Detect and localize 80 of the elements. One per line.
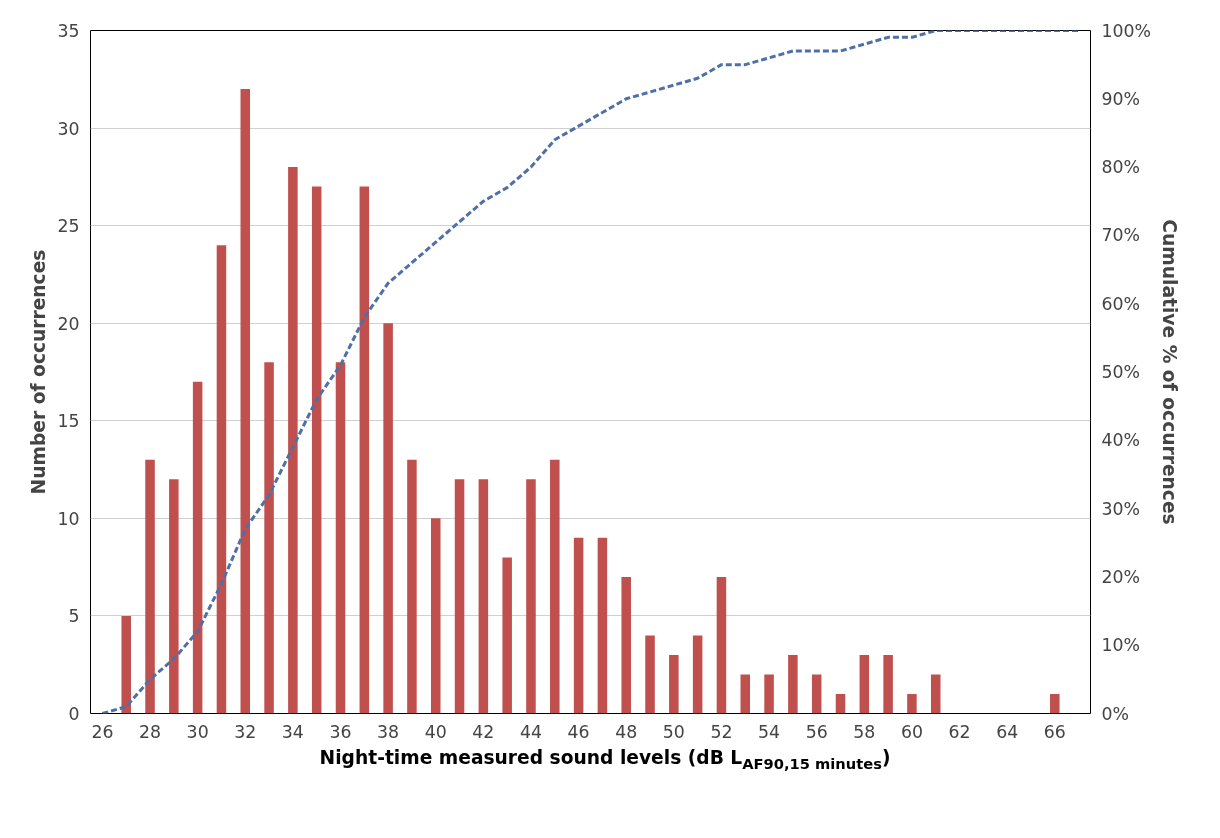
x-tick-label: 38: [377, 721, 400, 742]
x-tick-label: 52: [710, 721, 733, 742]
y-tick-label: 30: [57, 118, 80, 139]
bar: [145, 459, 155, 714]
x-tick-label: 50: [662, 721, 685, 742]
bar: [645, 635, 655, 714]
bar: [597, 537, 608, 714]
bar: [859, 654, 870, 714]
bar: [502, 557, 512, 714]
bar: [216, 245, 227, 714]
y-tick-label: 20: [57, 313, 80, 334]
x-tick-label: 56: [805, 721, 828, 742]
y2-tick-label: 20%: [1101, 566, 1141, 587]
bar: [740, 674, 751, 714]
y2-tick-label: 10%: [1101, 635, 1141, 656]
bar: [1050, 693, 1060, 714]
bar: [930, 674, 941, 714]
y-tick-label: 35: [57, 21, 80, 41]
bar: [311, 186, 322, 714]
line-series: [100, 30, 1081, 714]
bar: [573, 537, 584, 714]
bar: [811, 674, 822, 714]
y2-tick-label: 80%: [1101, 157, 1141, 178]
bar: [288, 167, 298, 714]
bar: [335, 362, 346, 714]
y2-tick-label: 70%: [1101, 225, 1141, 246]
y-tick-label: 15: [57, 411, 80, 432]
x-tick-label: 44: [519, 721, 543, 742]
y2-tick-label: 50%: [1101, 362, 1141, 382]
x-tick-label: 60: [900, 721, 923, 742]
y-tick-label: 25: [57, 216, 80, 237]
x-axis-title: Night-time measured sound levels (dB L$_{AF90,15 minutes}$): [319, 746, 891, 774]
y2-tick-label: 30%: [1101, 498, 1141, 519]
bar: [454, 479, 465, 714]
bar: [121, 615, 131, 714]
bar: [692, 635, 703, 714]
y-axis-title: Number of occurrences: [28, 249, 50, 495]
bar: [835, 693, 846, 714]
y2-tick-label: 90%: [1101, 88, 1141, 109]
x-tick-label: 40: [424, 721, 447, 742]
x-tick-label: 32: [234, 721, 257, 742]
x-tick-label: 66: [1043, 721, 1066, 742]
bar: [240, 89, 251, 714]
y2-tick-label: 60%: [1101, 293, 1141, 314]
bar: [383, 323, 393, 714]
bar: [264, 362, 274, 714]
x-tick-label: 36: [329, 721, 352, 742]
bar: [430, 518, 441, 714]
x-tick-label: 58: [853, 721, 876, 742]
y-tick-label: 0: [68, 704, 80, 724]
bar: [526, 479, 536, 714]
bar: [669, 654, 679, 714]
y2-tick-label: 100%: [1101, 20, 1152, 41]
bar: [359, 186, 370, 714]
x-tick-label: 64: [996, 721, 1019, 742]
x-tick-label: 46: [567, 721, 590, 742]
bar: [764, 674, 774, 714]
y-tick-label: 5: [68, 606, 80, 627]
y2-tick-label: 40%: [1101, 430, 1141, 451]
x-tick-label: 30: [186, 721, 209, 742]
bar: [407, 459, 417, 714]
bar: [550, 459, 560, 714]
y-tick-label: 10: [57, 508, 80, 529]
x-tick-label: 42: [472, 721, 495, 742]
x-tick-label: 54: [758, 721, 781, 742]
bar: [788, 654, 798, 714]
x-tick-label: 26: [91, 721, 114, 742]
x-tick-label: 48: [615, 721, 638, 742]
bar: [169, 479, 179, 714]
bar: [192, 381, 203, 714]
bar: [621, 576, 631, 714]
x-tick-label: 34: [281, 721, 304, 742]
x-tick-label: 62: [948, 721, 971, 742]
y2-tick-label: 0%: [1101, 703, 1129, 724]
bar: [478, 479, 489, 714]
bar: [883, 654, 893, 714]
bar: [716, 576, 727, 714]
x-tick-label: 28: [139, 721, 162, 742]
bar: [907, 693, 917, 714]
y2-axis-title: Cumulative % of occurrences: [1159, 219, 1181, 525]
